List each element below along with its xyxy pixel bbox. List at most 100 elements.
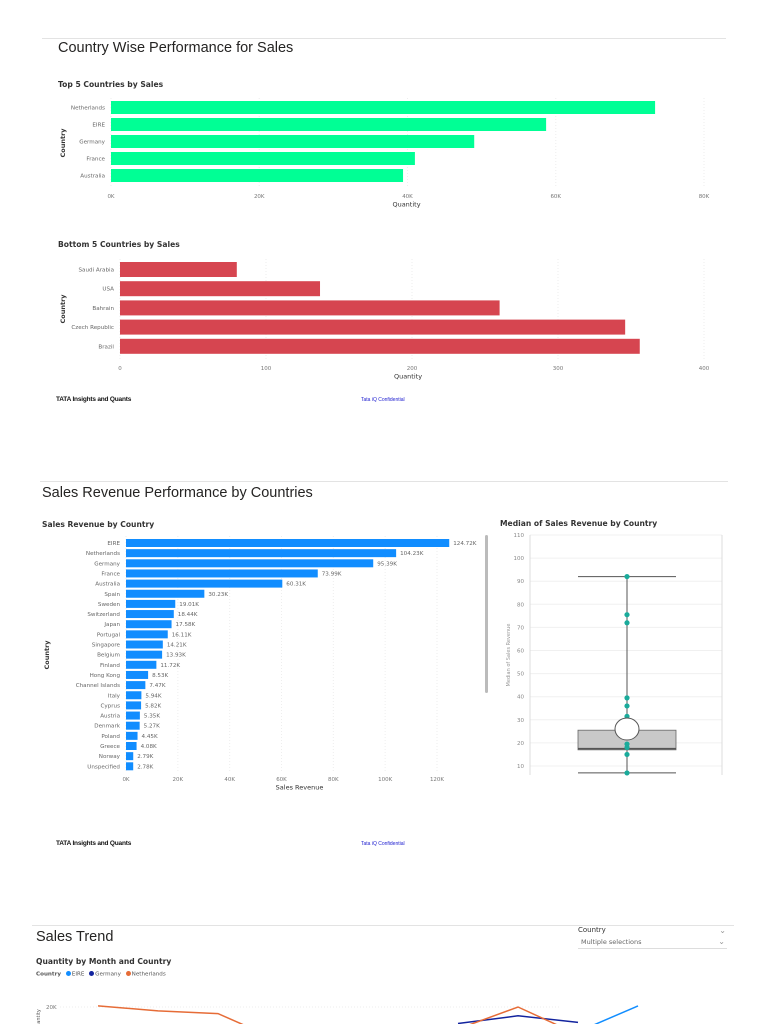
category-label: Spain	[104, 592, 120, 598]
bar	[126, 579, 283, 588]
bar	[126, 670, 149, 679]
chart-title: Median of Sales Revenue by Country	[500, 519, 657, 528]
x-tick-label: 60K	[276, 777, 287, 783]
category-label: Saudi Arabia	[79, 268, 115, 274]
bar	[126, 620, 172, 629]
bar	[126, 752, 134, 761]
bar	[126, 630, 168, 639]
x-axis-label: Sales Revenue	[276, 784, 324, 792]
legend-marker	[65, 971, 71, 976]
slicer-value: Multiple selections	[581, 938, 642, 946]
y-tick-label: 40	[517, 695, 524, 701]
x-axis-label: Quantity	[392, 201, 420, 209]
legend-item[interactable]: EIRE	[71, 971, 85, 978]
data-label: 7.47K	[149, 683, 165, 689]
legend-marker	[89, 971, 95, 976]
y-tick-label: 60	[517, 649, 524, 655]
y-tick-label: 80	[517, 602, 524, 608]
y-tick-label: 50	[517, 672, 524, 678]
x-tick-label: 200	[407, 366, 418, 372]
y-tick-label: 10	[517, 764, 524, 770]
y-tick-label: 100	[514, 556, 525, 562]
bar	[126, 549, 397, 558]
data-label: 14.21K	[167, 643, 187, 649]
category-label: Channel Islands	[76, 683, 120, 689]
category-label: Switzerland	[87, 612, 120, 618]
data-label: 5.27K	[144, 724, 160, 730]
bar	[120, 319, 626, 335]
category-label: Australia	[80, 174, 105, 180]
bar	[111, 118, 547, 131]
bar	[126, 681, 146, 690]
y-tick-label: 30	[517, 718, 524, 724]
y-axis-label: Country	[59, 294, 67, 324]
category-label: Cyprus	[100, 703, 120, 709]
data-label: 2.78K	[137, 764, 153, 770]
section-divider	[40, 481, 728, 482]
x-tick-label: 0K	[122, 777, 129, 783]
bar	[126, 691, 142, 700]
category-label: Finland	[100, 663, 120, 669]
category-label: USA	[102, 287, 114, 293]
y-tick-label: 20	[517, 741, 524, 747]
y-tick-label: 110	[514, 533, 525, 539]
category-label: Hong Kong	[90, 673, 121, 679]
data-point	[624, 620, 630, 626]
data-label: 73.99K	[322, 571, 342, 577]
bar	[111, 135, 475, 148]
data-point	[624, 770, 630, 776]
data-label: 30.23K	[208, 592, 228, 598]
legend-marker	[125, 971, 131, 976]
bar	[126, 569, 318, 578]
chevron-down-icon: ⌄	[718, 937, 725, 946]
bar	[126, 742, 137, 750]
bar	[126, 711, 140, 720]
data-point	[624, 573, 630, 580]
legend-item[interactable]: Netherlands	[131, 971, 166, 978]
bar	[126, 610, 174, 619]
slicer-label: Country	[578, 926, 606, 934]
section-title: Country Wise Performance for Sales	[58, 40, 294, 56]
x-tick-label: 400	[699, 366, 710, 372]
y-axis-label: Country	[59, 128, 67, 158]
category-label: France	[101, 571, 120, 577]
x-tick-label: 20K	[173, 777, 184, 783]
data-label: 19.01K	[179, 602, 199, 608]
country-slicer[interactable]: Country ⌄ Multiple selections ⌄	[578, 926, 728, 949]
legend-title: Country	[36, 971, 61, 978]
bar	[126, 640, 163, 649]
chart-title: Top 5 Countries by Sales	[58, 80, 164, 89]
bar	[126, 721, 140, 730]
x-tick-label: 80K	[328, 777, 339, 783]
x-tick-label: 20K	[254, 194, 265, 200]
category-label: Unspecified	[87, 764, 120, 770]
chart-scrollbar[interactable]	[485, 535, 488, 693]
data-label: 95.39K	[377, 561, 397, 567]
series-line	[594, 1005, 639, 1024]
section-title: Sales Revenue Performance by Countries	[42, 485, 313, 501]
x-tick-label: 120K	[430, 777, 444, 783]
bar	[126, 539, 450, 547]
bar	[126, 599, 176, 608]
data-point	[624, 612, 630, 618]
slicer-dropdown[interactable]: Multiple selections ⌄	[578, 936, 727, 949]
data-point	[624, 751, 630, 758]
x-tick-label: 40K	[402, 194, 413, 200]
data-label: 17.58K	[176, 622, 196, 628]
bar	[126, 701, 142, 710]
x-axis-label: Quantity	[394, 373, 422, 381]
chevron-down-icon[interactable]: ⌄	[719, 926, 726, 935]
data-label: 124.72K	[453, 541, 477, 547]
x-tick-label: 300	[553, 366, 564, 372]
data-label: 18.44K	[178, 612, 198, 618]
section-divider	[42, 38, 726, 39]
data-label: 5.35K	[144, 714, 160, 720]
data-label: 11.72K	[160, 663, 180, 669]
category-label: Norway	[99, 754, 121, 760]
category-label: EIRE	[92, 123, 105, 129]
bar	[120, 300, 500, 316]
legend-item[interactable]: Germany	[95, 971, 121, 978]
bar	[126, 589, 205, 598]
data-label: 2.79K	[137, 754, 153, 760]
